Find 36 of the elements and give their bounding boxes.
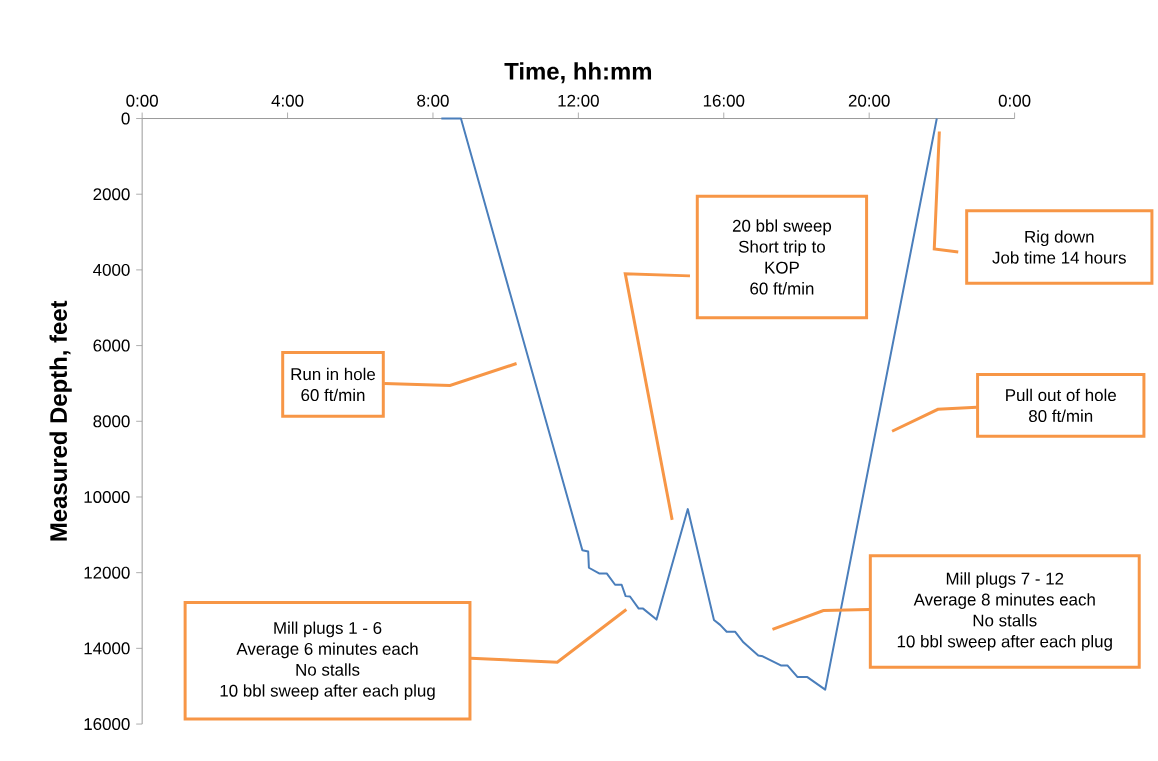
y-tick-label: 6000 — [93, 339, 130, 352]
y-tick-label: 16000 — [84, 718, 130, 731]
y-tick-label: 4000 — [93, 263, 130, 276]
x-tick-label: 16:00 — [703, 94, 745, 107]
annotation: Mill plugs 1 - 6 — [274, 621, 382, 638]
annotation: Pull out of hole — [1006, 388, 1116, 402]
y-tick-label: 0 — [121, 112, 130, 125]
annotation: KOP — [765, 261, 799, 274]
annotation: Short trip to — [738, 240, 825, 257]
annotation: No stalls — [296, 663, 360, 676]
text: 80 ft/min — [1029, 409, 1093, 423]
x-tick-label: 20:00 — [848, 94, 890, 107]
annotation: Average 8 minutes each — [913, 593, 1095, 609]
annotation: Average 6 minutes each — [236, 642, 418, 659]
annotation: Mill plugs 7 - 12 — [946, 572, 1064, 589]
annotation: 10 bbl sweep after each plug — [220, 684, 435, 701]
x-tick-label: 12:00 — [558, 94, 599, 107]
x-tick-label: 0:00 — [998, 94, 1031, 107]
text: Rig down — [1025, 230, 1094, 247]
annotation: Run in hole — [291, 367, 376, 381]
y-tick-label: 8000 — [93, 415, 130, 428]
annotation: 10 bbl sweep after each plug — [897, 635, 1112, 651]
x-tick-label: 8:00 — [417, 94, 449, 107]
y-tick-label: 14000 — [84, 642, 130, 655]
annotation: No stalls — [973, 614, 1037, 627]
annotation: 60 ft/min — [301, 388, 365, 402]
y-axis-title: Measured Depth, feet — [49, 300, 72, 541]
x-axis-title: Time, hh:mm — [504, 62, 652, 84]
annotation: 60 ft/min — [750, 282, 814, 295]
annotation: 20 bbl sweep — [732, 219, 832, 236]
x-tick-label: 4:00 — [271, 94, 304, 107]
y-tick-label: 2000 — [93, 188, 130, 201]
x-tick-label: 0:00 — [126, 94, 158, 107]
y-tick-label: 12000 — [84, 566, 130, 579]
annotation: Job time 14 hours — [992, 251, 1126, 264]
y-tick-label: 10000 — [84, 491, 130, 504]
